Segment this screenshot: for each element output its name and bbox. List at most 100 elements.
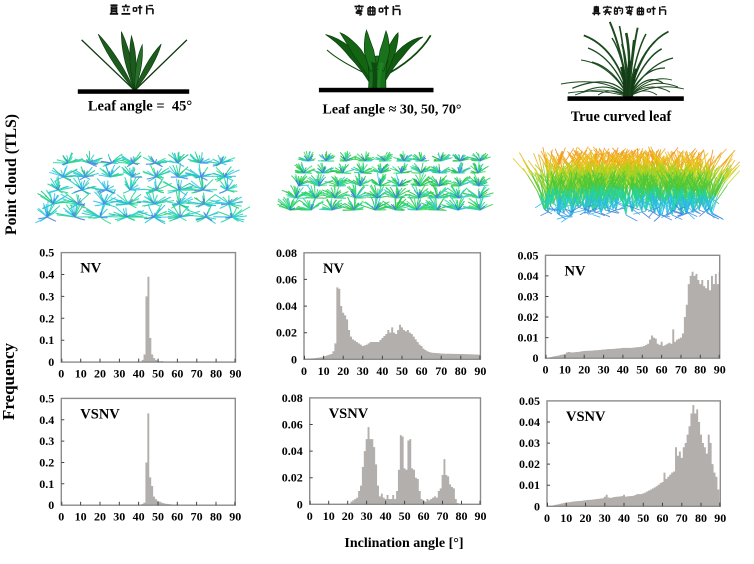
svg-text:VSNV: VSNV	[566, 409, 606, 425]
svg-text:True curved leaf: True curved leaf	[571, 109, 672, 125]
svg-text:60: 60	[418, 509, 430, 523]
svg-text:0.01: 0.01	[518, 331, 539, 345]
svg-text:0: 0	[533, 351, 539, 365]
svg-text:90: 90	[229, 510, 241, 524]
svg-text:0: 0	[534, 499, 540, 513]
svg-text:0.04: 0.04	[519, 415, 540, 429]
svg-text:80: 80	[694, 363, 706, 377]
svg-text:0.03: 0.03	[519, 436, 540, 450]
svg-text:20: 20	[94, 367, 106, 381]
svg-text:40: 40	[133, 510, 145, 524]
svg-text:90: 90	[714, 511, 726, 525]
svg-text:0: 0	[48, 355, 54, 369]
svg-text:Frequency: Frequency	[0, 342, 18, 420]
svg-text:70: 70	[675, 363, 687, 377]
svg-text:0.08: 0.08	[282, 391, 303, 405]
svg-text:0.2: 0.2	[39, 311, 54, 325]
svg-text:Leaf angle ≈ 30, 50, 70°: Leaf angle ≈ 30, 50, 70°	[323, 103, 462, 118]
svg-text:0: 0	[307, 509, 313, 523]
svg-text:10: 10	[318, 364, 330, 378]
svg-text:80: 80	[210, 367, 222, 381]
svg-text:0.4: 0.4	[39, 413, 54, 427]
svg-text:0.1: 0.1	[39, 477, 54, 491]
svg-text:40: 40	[617, 363, 629, 377]
svg-text:20: 20	[337, 364, 349, 378]
svg-text:0: 0	[48, 498, 54, 512]
svg-text:20: 20	[94, 510, 106, 524]
svg-text:90: 90	[474, 364, 486, 378]
svg-text:30: 30	[113, 510, 125, 524]
svg-text:70: 70	[191, 367, 203, 381]
svg-text:VSNV: VSNV	[80, 406, 120, 422]
svg-text:30: 30	[599, 511, 611, 525]
svg-text:10: 10	[559, 363, 571, 377]
svg-text:0.02: 0.02	[276, 326, 297, 340]
svg-text:90: 90	[475, 509, 487, 523]
svg-text:90: 90	[714, 363, 726, 377]
svg-text:0.08: 0.08	[276, 246, 297, 260]
svg-text:20: 20	[342, 509, 354, 523]
svg-text:20: 20	[578, 363, 590, 377]
svg-text:40: 40	[618, 511, 630, 525]
svg-text:0.01: 0.01	[519, 478, 540, 492]
svg-text:0.03: 0.03	[518, 290, 539, 304]
svg-text:0.05: 0.05	[519, 394, 540, 408]
svg-text:0: 0	[58, 367, 64, 381]
svg-text:40: 40	[376, 364, 388, 378]
svg-text:60: 60	[171, 510, 183, 524]
svg-text:0.4: 0.4	[39, 268, 54, 282]
svg-text:30: 30	[113, 367, 125, 381]
svg-text:0: 0	[544, 511, 550, 525]
svg-text:90: 90	[230, 367, 242, 381]
svg-text:Inclination angle [°]: Inclination angle [°]	[344, 536, 463, 551]
svg-text:NV: NV	[565, 263, 586, 279]
svg-text:0: 0	[297, 497, 303, 511]
svg-text:10: 10	[560, 511, 572, 525]
svg-text:0.06: 0.06	[276, 272, 297, 286]
svg-text:60: 60	[657, 511, 669, 525]
svg-text:0: 0	[543, 363, 549, 377]
svg-text:0.04: 0.04	[282, 444, 303, 458]
svg-text:80: 80	[455, 364, 467, 378]
svg-text:0.5: 0.5	[39, 391, 54, 405]
svg-text:80: 80	[210, 510, 222, 524]
svg-text:70: 70	[435, 364, 447, 378]
svg-text:10: 10	[75, 367, 87, 381]
svg-text:0.02: 0.02	[282, 471, 303, 485]
svg-text:0: 0	[58, 510, 64, 524]
svg-text:20: 20	[580, 511, 592, 525]
svg-text:40: 40	[133, 367, 145, 381]
svg-text:70: 70	[437, 509, 449, 523]
svg-text:NV: NV	[80, 261, 101, 277]
svg-text:0.02: 0.02	[518, 310, 539, 324]
svg-text:0.04: 0.04	[518, 269, 539, 283]
svg-text:30: 30	[598, 363, 610, 377]
svg-text:0.5: 0.5	[39, 246, 54, 260]
svg-text:80: 80	[456, 509, 468, 523]
svg-text:60: 60	[416, 364, 428, 378]
svg-text:0.3: 0.3	[39, 289, 54, 303]
svg-text:70: 70	[191, 510, 203, 524]
svg-text:0.04: 0.04	[276, 299, 297, 313]
svg-text:50: 50	[636, 363, 648, 377]
svg-text:0.02: 0.02	[519, 457, 540, 471]
svg-text:50: 50	[152, 367, 164, 381]
svg-text:0.2: 0.2	[39, 456, 54, 470]
svg-text:0.05: 0.05	[518, 248, 539, 262]
svg-text:10: 10	[323, 509, 335, 523]
svg-text:50: 50	[152, 510, 164, 524]
svg-text:VSNV: VSNV	[329, 406, 369, 422]
svg-text:70: 70	[676, 511, 688, 525]
svg-text:0: 0	[301, 364, 307, 378]
svg-text:0.1: 0.1	[39, 333, 54, 347]
svg-text:Leaf angle = 45°: Leaf angle = 45°	[88, 99, 192, 115]
svg-text:50: 50	[396, 364, 408, 378]
svg-text:10: 10	[75, 510, 87, 524]
svg-text:60: 60	[171, 367, 183, 381]
svg-text:80: 80	[695, 511, 707, 525]
svg-text:0.3: 0.3	[39, 434, 54, 448]
svg-text:Point cloud (TLS): Point cloud (TLS)	[3, 114, 20, 235]
svg-text:0.06: 0.06	[282, 418, 303, 432]
svg-text:50: 50	[399, 509, 411, 523]
svg-text:30: 30	[361, 509, 373, 523]
